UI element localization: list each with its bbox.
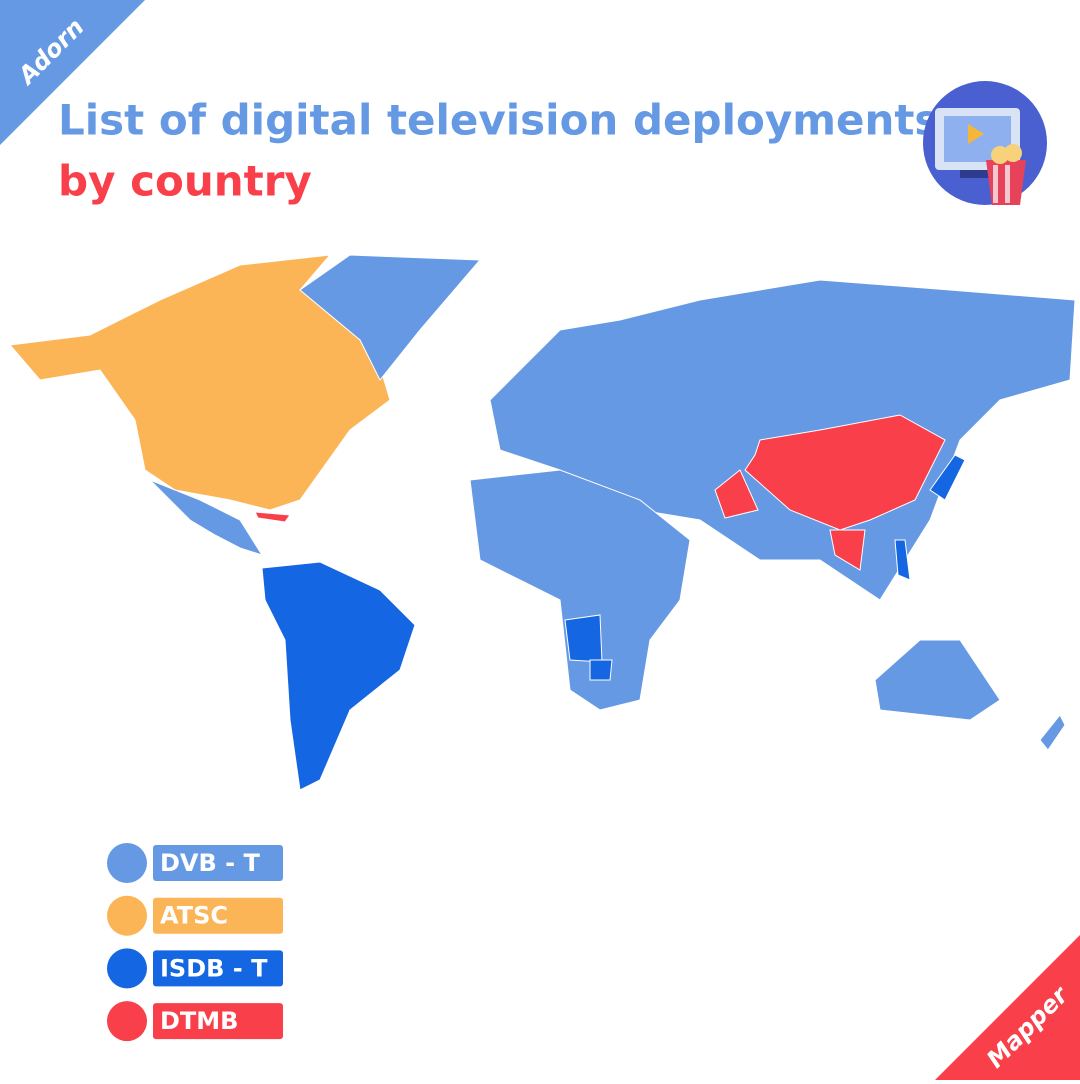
region-central-america [149, 479, 264, 556]
title: by country [58, 157, 312, 206]
legend-swatch [107, 895, 147, 936]
region-south-america [261, 561, 416, 791]
region-greenland [299, 254, 482, 381]
legend-swatch [107, 948, 147, 989]
region-australia [874, 639, 1001, 721]
legend-label-box [153, 897, 283, 934]
region-new-zealand [1039, 714, 1066, 751]
legend: DVB - T ATSC ISDB - T DTMB [107, 843, 283, 1042]
region-indochina [829, 529, 866, 571]
legend-label-box [153, 1003, 283, 1040]
world-map [9, 254, 1076, 791]
legend-label: DTMB [160, 1007, 238, 1035]
corner-ribbon [0, 0, 145, 145]
legend-label: DVB - T [160, 849, 260, 877]
region-china [744, 414, 946, 531]
region-philippines [894, 539, 911, 581]
region-angola [564, 614, 603, 663]
legend-label: ATSC [160, 902, 228, 930]
tv-icon [923, 81, 1047, 205]
legend-label-box [153, 950, 283, 987]
region-north-america [9, 254, 391, 511]
legend-swatch [107, 843, 147, 883]
legend-label-box [153, 845, 283, 881]
region-japan [929, 454, 966, 501]
region-pakistan [714, 469, 759, 519]
corner-ribbon [935, 935, 1080, 1080]
region-botswana [589, 659, 613, 681]
region-africa [469, 469, 691, 711]
title: List of digital television deployments [58, 96, 939, 145]
legend-label: ISDB - T [160, 954, 268, 982]
legend-swatch [107, 1001, 147, 1042]
region-cuba [254, 511, 291, 523]
